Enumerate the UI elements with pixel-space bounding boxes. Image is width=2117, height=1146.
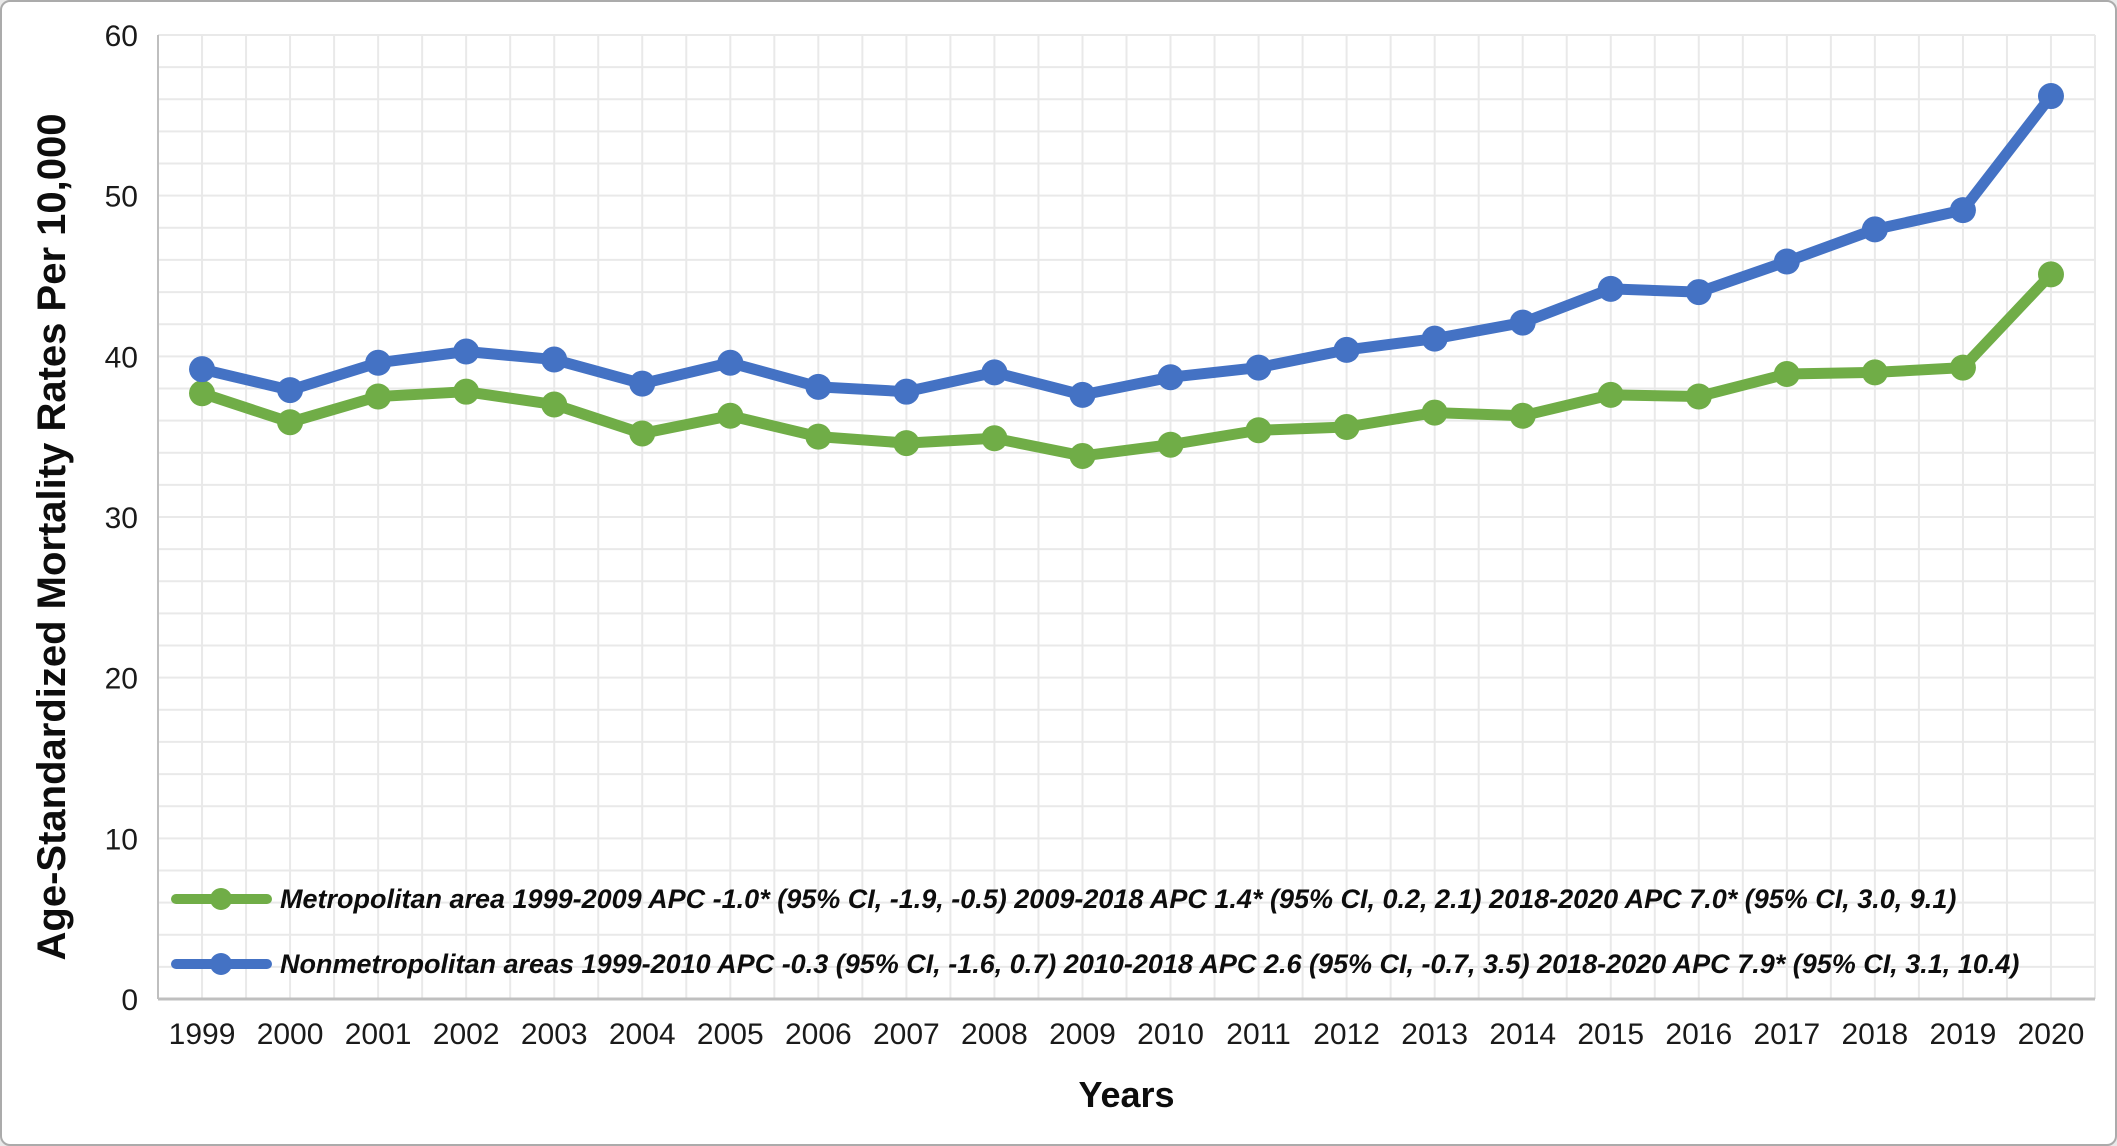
x-tick-label: 2015 (1577, 1018, 1644, 1051)
data-point-nonmetropolitan-areas-2014 (1509, 309, 1536, 336)
data-point-metropolitan-area-2014 (1509, 402, 1536, 429)
x-tick-label: 2009 (1049, 1018, 1116, 1051)
data-point-metropolitan-area-2002 (453, 378, 480, 405)
data-point-nonmetropolitan-areas-2015 (1597, 275, 1624, 302)
data-point-nonmetropolitan-areas-2016 (1685, 279, 1712, 306)
data-point-nonmetropolitan-areas-2011 (1245, 354, 1272, 381)
y-tick-label: 20 (105, 663, 138, 696)
data-point-metropolitan-area-2013 (1421, 399, 1448, 426)
x-tick-label: 2017 (1753, 1018, 1820, 1051)
data-point-metropolitan-area-2015 (1597, 381, 1624, 408)
x-tick-label: 2012 (1313, 1018, 1380, 1051)
data-point-nonmetropolitan-areas-2004 (629, 370, 656, 397)
data-point-nonmetropolitan-areas-2000 (277, 377, 304, 404)
data-point-nonmetropolitan-areas-2018 (1861, 216, 1888, 243)
x-axis-title: Years (1078, 1074, 1175, 1115)
legend-label-nonmetropolitan: Nonmetropolitan areas 1999-2010 APC -0.3… (280, 948, 2020, 979)
legend-dot-swatch (210, 888, 232, 910)
y-tick-label: 30 (105, 502, 138, 535)
x-tick-label: 2018 (1842, 1018, 1909, 1051)
legend-dot-swatch (210, 953, 232, 975)
data-point-metropolitan-area-2016 (1685, 383, 1712, 410)
data-point-metropolitan-area-1999 (189, 380, 216, 407)
x-tick-label: 2002 (433, 1018, 500, 1051)
data-point-metropolitan-area-2007 (893, 430, 920, 457)
x-tick-label: 2016 (1665, 1018, 1732, 1051)
x-tick-label: 1999 (169, 1018, 236, 1051)
legend-label-metropolitan: Metropolitan area 1999-2009 APC -1.0* (9… (280, 883, 1957, 914)
x-tick-label: 2010 (1137, 1018, 1204, 1051)
data-point-metropolitan-area-2018 (1861, 359, 1888, 386)
series-line-nonmetropolitan-areas (196, 90, 2057, 401)
data-point-metropolitan-area-2005 (717, 402, 744, 429)
data-point-nonmetropolitan-areas-2017 (1773, 248, 1800, 275)
x-tick-label: 2011 (1226, 1018, 1291, 1051)
data-point-nonmetropolitan-areas-2007 (893, 378, 920, 405)
data-point-nonmetropolitan-areas-2010 (1157, 364, 1184, 391)
x-tick-label: 2013 (1401, 1018, 1468, 1051)
data-point-nonmetropolitan-areas-2003 (541, 346, 568, 373)
data-point-nonmetropolitan-areas-2009 (1069, 381, 1096, 408)
data-point-nonmetropolitan-areas-1999 (189, 356, 216, 383)
data-point-metropolitan-area-2001 (365, 383, 392, 410)
data-point-nonmetropolitan-areas-2020 (2037, 83, 2064, 110)
x-tick-label: 2006 (785, 1018, 852, 1051)
data-point-metropolitan-area-2006 (805, 423, 832, 450)
data-point-nonmetropolitan-areas-2008 (981, 359, 1008, 386)
y-axis-title: Age-Standardized Mortality Rates Per 10,… (30, 113, 74, 961)
series-line-metropolitan-area (196, 268, 2057, 462)
x-tick-label: 2001 (345, 1018, 412, 1051)
x-tick-label: 2014 (1489, 1018, 1556, 1051)
x-tick-label: 2019 (1930, 1018, 1997, 1051)
y-tick-label: 50 (105, 181, 138, 214)
x-tick-label: 2003 (521, 1018, 588, 1051)
data-point-metropolitan-area-2003 (541, 391, 568, 418)
data-point-metropolitan-area-2000 (277, 409, 304, 436)
data-point-nonmetropolitan-areas-2019 (1949, 197, 1976, 224)
y-tick-label: 40 (105, 341, 138, 374)
data-point-metropolitan-area-2010 (1157, 431, 1184, 458)
data-point-nonmetropolitan-areas-2012 (1333, 336, 1360, 363)
data-point-nonmetropolitan-areas-2005 (717, 349, 744, 376)
data-point-metropolitan-area-2009 (1069, 442, 1096, 469)
data-point-nonmetropolitan-areas-2001 (365, 349, 392, 376)
data-point-metropolitan-area-2004 (629, 420, 656, 447)
x-tick-label: 2005 (697, 1018, 764, 1051)
legend-marker-nonmetropolitan-icon (171, 952, 272, 976)
y-tick-label: 10 (105, 823, 138, 856)
data-point-metropolitan-area-2020 (2037, 261, 2064, 288)
legend-item-metropolitan: Metropolitan area 1999-2009 APC -1.0* (9… (171, 881, 1956, 917)
data-point-metropolitan-area-2011 (1245, 417, 1272, 444)
legend-marker-metropolitan-icon (171, 887, 272, 911)
data-point-metropolitan-area-2019 (1949, 354, 1976, 381)
x-tick-label: 2020 (2018, 1018, 2085, 1051)
data-point-metropolitan-area-2008 (981, 425, 1008, 452)
x-tick-label: 2008 (961, 1018, 1028, 1051)
data-point-metropolitan-area-2012 (1333, 414, 1360, 441)
data-point-nonmetropolitan-areas-2013 (1421, 325, 1448, 352)
legend-item-nonmetropolitan: Nonmetropolitan areas 1999-2010 APC -0.3… (171, 946, 2019, 982)
x-tick-label: 2004 (609, 1018, 676, 1051)
data-point-nonmetropolitan-areas-2002 (453, 338, 480, 365)
x-tick-label: 2007 (873, 1018, 940, 1051)
y-tick-label: 0 (121, 984, 138, 1017)
data-point-metropolitan-area-2017 (1773, 361, 1800, 388)
y-tick-label: 60 (105, 20, 138, 53)
data-point-nonmetropolitan-areas-2006 (805, 373, 832, 400)
x-tick-label: 2000 (257, 1018, 324, 1051)
